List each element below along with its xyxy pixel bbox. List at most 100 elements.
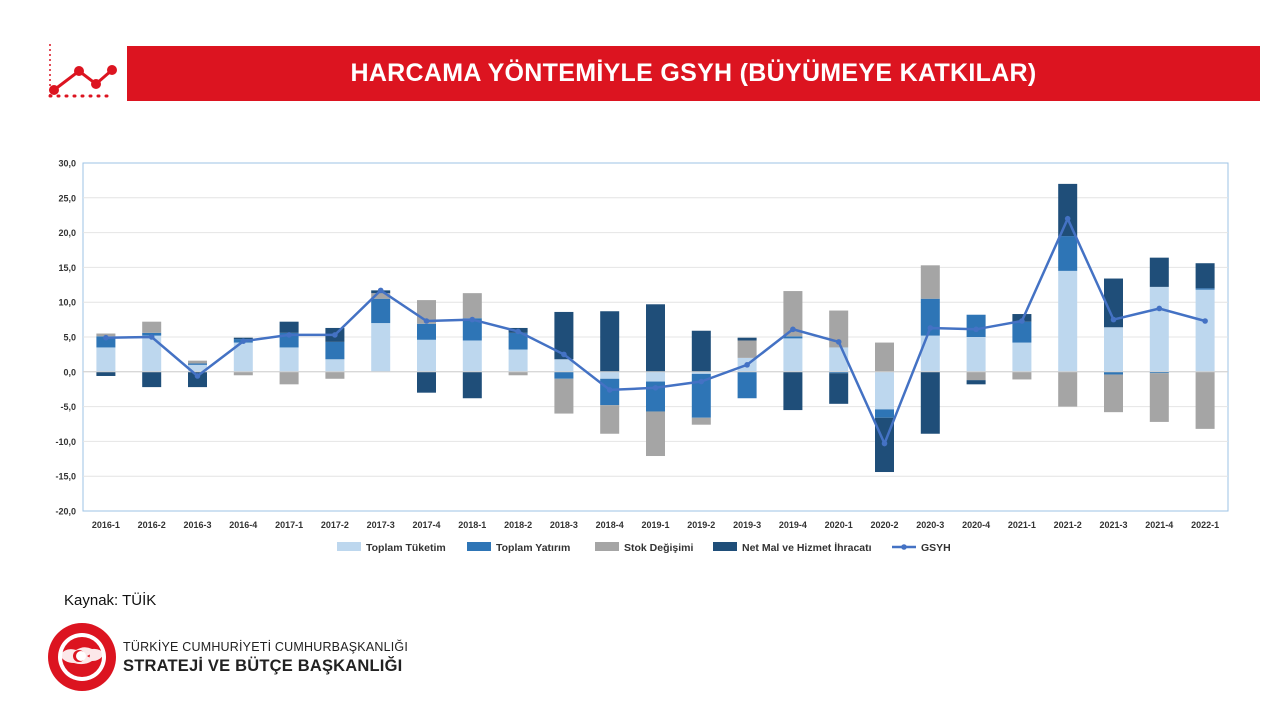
bar-segment (1104, 371, 1123, 375)
bar-segment (1195, 263, 1215, 289)
legend-swatch (467, 542, 491, 551)
x-tick-label: 2021-4 (1145, 520, 1173, 530)
legend-label: Toplam Tüketim (366, 542, 446, 554)
footer-line-2: STRATEJİ VE BÜTÇE BAŞKANLIĞI (123, 657, 403, 675)
gsyh-point (652, 385, 659, 391)
bar-segment (188, 360, 207, 364)
bar-segment (462, 293, 482, 319)
bar-segment (1012, 314, 1032, 322)
bar-segment (554, 371, 574, 379)
x-tick-label: 2017-3 (367, 520, 395, 530)
bar-segment (279, 371, 299, 385)
bar-segment (1104, 327, 1123, 372)
bar-segment (646, 304, 665, 372)
gsyh-point (377, 287, 384, 294)
bar-segment (554, 311, 574, 360)
gsyh-point (790, 326, 796, 333)
gdp-contributions-chart: 30,0 25,0 20,0 15,0 10,0 5,0 0,0 -5,0 -10,0 -15,0… (55, 159, 1229, 554)
gsyh-point (973, 326, 979, 333)
footer-institution: TÜRKİYE CUMHURİYETİ CUMHURBAŞKANLIĞI STR… (123, 640, 408, 676)
gsyh-point (606, 387, 613, 393)
bar-segment (188, 363, 207, 365)
y-tick-label: -20,0 (55, 507, 76, 517)
bar-segment (1104, 278, 1123, 328)
y-tick-label: 5,0 (63, 333, 76, 343)
x-tick-label: 2019-3 (733, 520, 761, 530)
bar-segment (783, 371, 803, 411)
gsyh-point (698, 378, 705, 385)
bar-segment (508, 332, 528, 350)
y-tick-label: 0,0 (63, 367, 76, 377)
bar-segment (646, 411, 665, 457)
x-tick-label: 2020-4 (962, 520, 990, 530)
bar-segment (1012, 321, 1032, 343)
bar-segment (1058, 183, 1078, 237)
bar-segment (966, 337, 986, 372)
legend-swatch (337, 542, 361, 551)
bar-segment (691, 417, 711, 425)
x-tick-label: 2021-2 (1054, 520, 1082, 530)
x-tick-label: 2020-1 (825, 520, 853, 530)
bar-segment (142, 371, 162, 388)
bar-segment (875, 409, 894, 418)
legend-label: GSYH (921, 542, 951, 554)
bar-segment (233, 371, 253, 376)
gsyh-point (744, 362, 750, 368)
legend-swatch (713, 542, 737, 551)
x-tick-label: 2017-1 (275, 520, 303, 530)
trend-chart-icon (48, 44, 117, 98)
x-tick-label: 2017-2 (321, 520, 349, 530)
x-tick-label: 2017-4 (412, 520, 440, 530)
bar-segment (691, 373, 711, 418)
bar-segment (325, 341, 345, 360)
gsyh-point (561, 351, 567, 358)
bar-segment (920, 298, 940, 336)
bar-segment (737, 371, 757, 399)
legend-marker (901, 544, 907, 550)
gsyh-point (194, 373, 201, 379)
bar-segment (462, 318, 482, 341)
gsyh-point (1019, 318, 1025, 324)
bar-segment (96, 347, 116, 372)
legend-label: Stok Değişimi (624, 542, 694, 554)
bar-segment (1195, 289, 1215, 372)
x-tick-label: 2022-1 (1191, 520, 1219, 530)
bar-segment (600, 371, 620, 379)
bar-segment (462, 340, 482, 372)
x-tick-label: 2019-2 (687, 520, 715, 530)
bar-segment (1195, 371, 1215, 429)
bar-segment (96, 371, 116, 376)
y-tick-label: 10,0 (58, 298, 76, 308)
x-tick-label: 2018-2 (504, 520, 532, 530)
bar-segment (829, 371, 849, 374)
bar-segment (600, 311, 620, 372)
bar-segment (1104, 374, 1123, 413)
bar-segment (829, 310, 849, 348)
gsyh-point (286, 332, 292, 338)
bar-segment (142, 335, 162, 372)
bar-segment (417, 339, 436, 372)
bar-segment (1149, 257, 1169, 287)
x-tick-label: 2018-1 (458, 520, 486, 530)
bar-segment (1149, 373, 1169, 422)
bar-segment (325, 371, 345, 379)
bar-segment (233, 342, 253, 372)
gsyh-point (835, 339, 842, 345)
bar-segment (646, 371, 665, 382)
footer-line-1: TÜRKİYE CUMHURİYETİ CUMHURBAŞKANLIĞI (123, 640, 409, 654)
bar-segment (1058, 270, 1078, 372)
x-tick-label: 2020-3 (916, 520, 944, 530)
bar-segment (783, 291, 803, 337)
gsyh-point (927, 325, 934, 331)
bar-segment (1058, 236, 1078, 271)
source-note: Kaynak: TÜİK (64, 592, 157, 609)
bar-segment (1058, 371, 1078, 407)
bar-segment (371, 293, 391, 299)
gsyh-point (1110, 316, 1117, 323)
bar-segment (920, 371, 940, 434)
bar-segment (417, 323, 436, 340)
bar-segment (188, 371, 207, 388)
legend-label: Toplam Yatırım (496, 542, 570, 554)
bar-segment (966, 314, 986, 337)
x-tick-label: 2016-1 (92, 520, 120, 530)
